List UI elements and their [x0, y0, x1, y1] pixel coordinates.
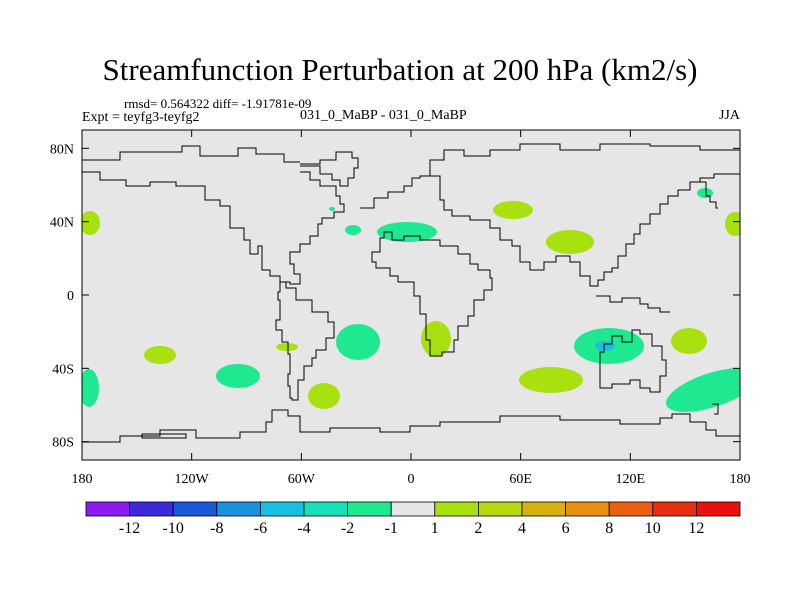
coast-greenland — [300, 151, 359, 187]
colorbar-label: 4 — [518, 520, 526, 537]
coast-indonesia — [596, 295, 670, 313]
coast-antarctic-island — [141, 433, 187, 439]
experiment-label: Expt = teyfg3-teyfg2 — [82, 110, 200, 125]
coast-asia-east — [430, 173, 740, 287]
colorbar-swatch — [216, 501, 261, 517]
colorbar-label: -10 — [163, 520, 184, 537]
case-label: 031_0_MaBP - 031_0_MaBP — [300, 108, 467, 123]
anomaly-south-atlantic-1 — [308, 383, 340, 409]
colorbar-swatch — [85, 501, 130, 517]
anomaly-north-atlantic-west — [345, 225, 361, 235]
colorbar-swatch — [259, 501, 305, 517]
coast-arctic-north — [82, 145, 300, 163]
plot-title: Streamfunction Perturbation at 200 hPa (… — [102, 52, 698, 87]
lon-tick-label: 180 — [730, 472, 751, 487]
lat-tick-label: 80N — [50, 142, 74, 157]
coast-eurasia — [360, 143, 740, 209]
anomaly-pacific-south-2 — [216, 364, 260, 388]
map-background — [82, 130, 740, 460]
colorbar: -12 -10 -8 -6 -4 -2 -1 1 2 4 6 8 10 12 — [85, 501, 741, 537]
colorbar-swatch — [565, 501, 610, 517]
lon-tick-label: 120E — [616, 472, 646, 487]
anomaly-indian-ocean-south — [519, 367, 583, 393]
colorbar-swatch — [129, 501, 174, 517]
coast-south-america — [275, 281, 335, 401]
latitude-axis: 80N 40N 0 40S 80S — [50, 142, 740, 451]
anomaly-pacific-south-1 — [144, 346, 176, 364]
coast-australia — [599, 329, 667, 393]
anomaly-pacific-north-east — [82, 211, 100, 235]
anomaly-south-africa — [421, 321, 451, 357]
colorbar-label: 6 — [562, 520, 570, 537]
colorbar-label: 2 — [474, 520, 482, 537]
colorbar-label: -4 — [297, 520, 310, 537]
longitude-axis: 180 120W 60W 0 60E 120E 180 — [72, 130, 751, 487]
anomaly-north-pacific-west — [725, 212, 740, 236]
lon-tick-label: 60E — [509, 472, 532, 487]
colorbar-swatch — [434, 501, 479, 517]
anomaly-siberia — [697, 188, 713, 198]
colorbar-label: 1 — [431, 520, 439, 537]
colorbar-swatch — [608, 501, 654, 517]
colorbar-label: -12 — [119, 520, 140, 537]
colorbar-swatch — [390, 501, 436, 517]
coast-kamchatka — [700, 181, 718, 209]
colorbar-label: -8 — [210, 520, 223, 537]
anomaly-contours — [82, 188, 740, 412]
lat-tick-label: 40S — [52, 362, 74, 377]
colorbar-label: 10 — [645, 520, 661, 537]
anomaly-asia — [546, 230, 594, 254]
colorbar-label: -2 — [341, 520, 354, 537]
anomaly-europe — [493, 201, 533, 219]
colorbar-label: 12 — [688, 520, 704, 537]
coastlines — [82, 143, 740, 443]
lon-tick-label: 0 — [408, 472, 415, 487]
colorbar-label: -6 — [254, 520, 267, 537]
colorbar-swatch — [172, 501, 218, 517]
anomaly-south-america-west — [276, 343, 298, 351]
lon-tick-label: 60W — [288, 472, 316, 487]
coast-north-america — [82, 171, 345, 285]
colorbar-label: -1 — [385, 520, 398, 537]
anomaly-south-atlantic-2 — [336, 324, 380, 360]
lat-tick-label: 40N — [50, 216, 74, 231]
lat-tick-label: 0 — [67, 289, 74, 304]
season-label: JJA — [718, 108, 740, 123]
colorbar-swatch — [652, 501, 697, 517]
lat-tick-label: 80S — [52, 436, 74, 451]
anomaly-pacific-south-east — [82, 369, 99, 407]
colorbar-swatch — [477, 501, 523, 517]
anomaly-australia-east — [671, 328, 707, 354]
anomaly-south-pacific-east — [666, 368, 740, 412]
colorbar-label: 8 — [605, 520, 613, 537]
lon-tick-label: 180 — [72, 472, 93, 487]
anomaly-north-atlantic-small — [329, 207, 335, 211]
coast-antarctica — [82, 409, 740, 443]
coast-nz — [712, 403, 719, 415]
colorbar-swatch — [347, 501, 392, 517]
colorbar-swatch — [521, 501, 566, 517]
lon-tick-label: 120W — [175, 472, 210, 487]
coast-europe-africa — [371, 231, 493, 357]
stats-label: rmsd= 0.564322 diff= -1.91781e-09 — [124, 96, 312, 111]
colorbar-swatch — [696, 501, 741, 517]
colorbar-swatch — [303, 501, 348, 517]
